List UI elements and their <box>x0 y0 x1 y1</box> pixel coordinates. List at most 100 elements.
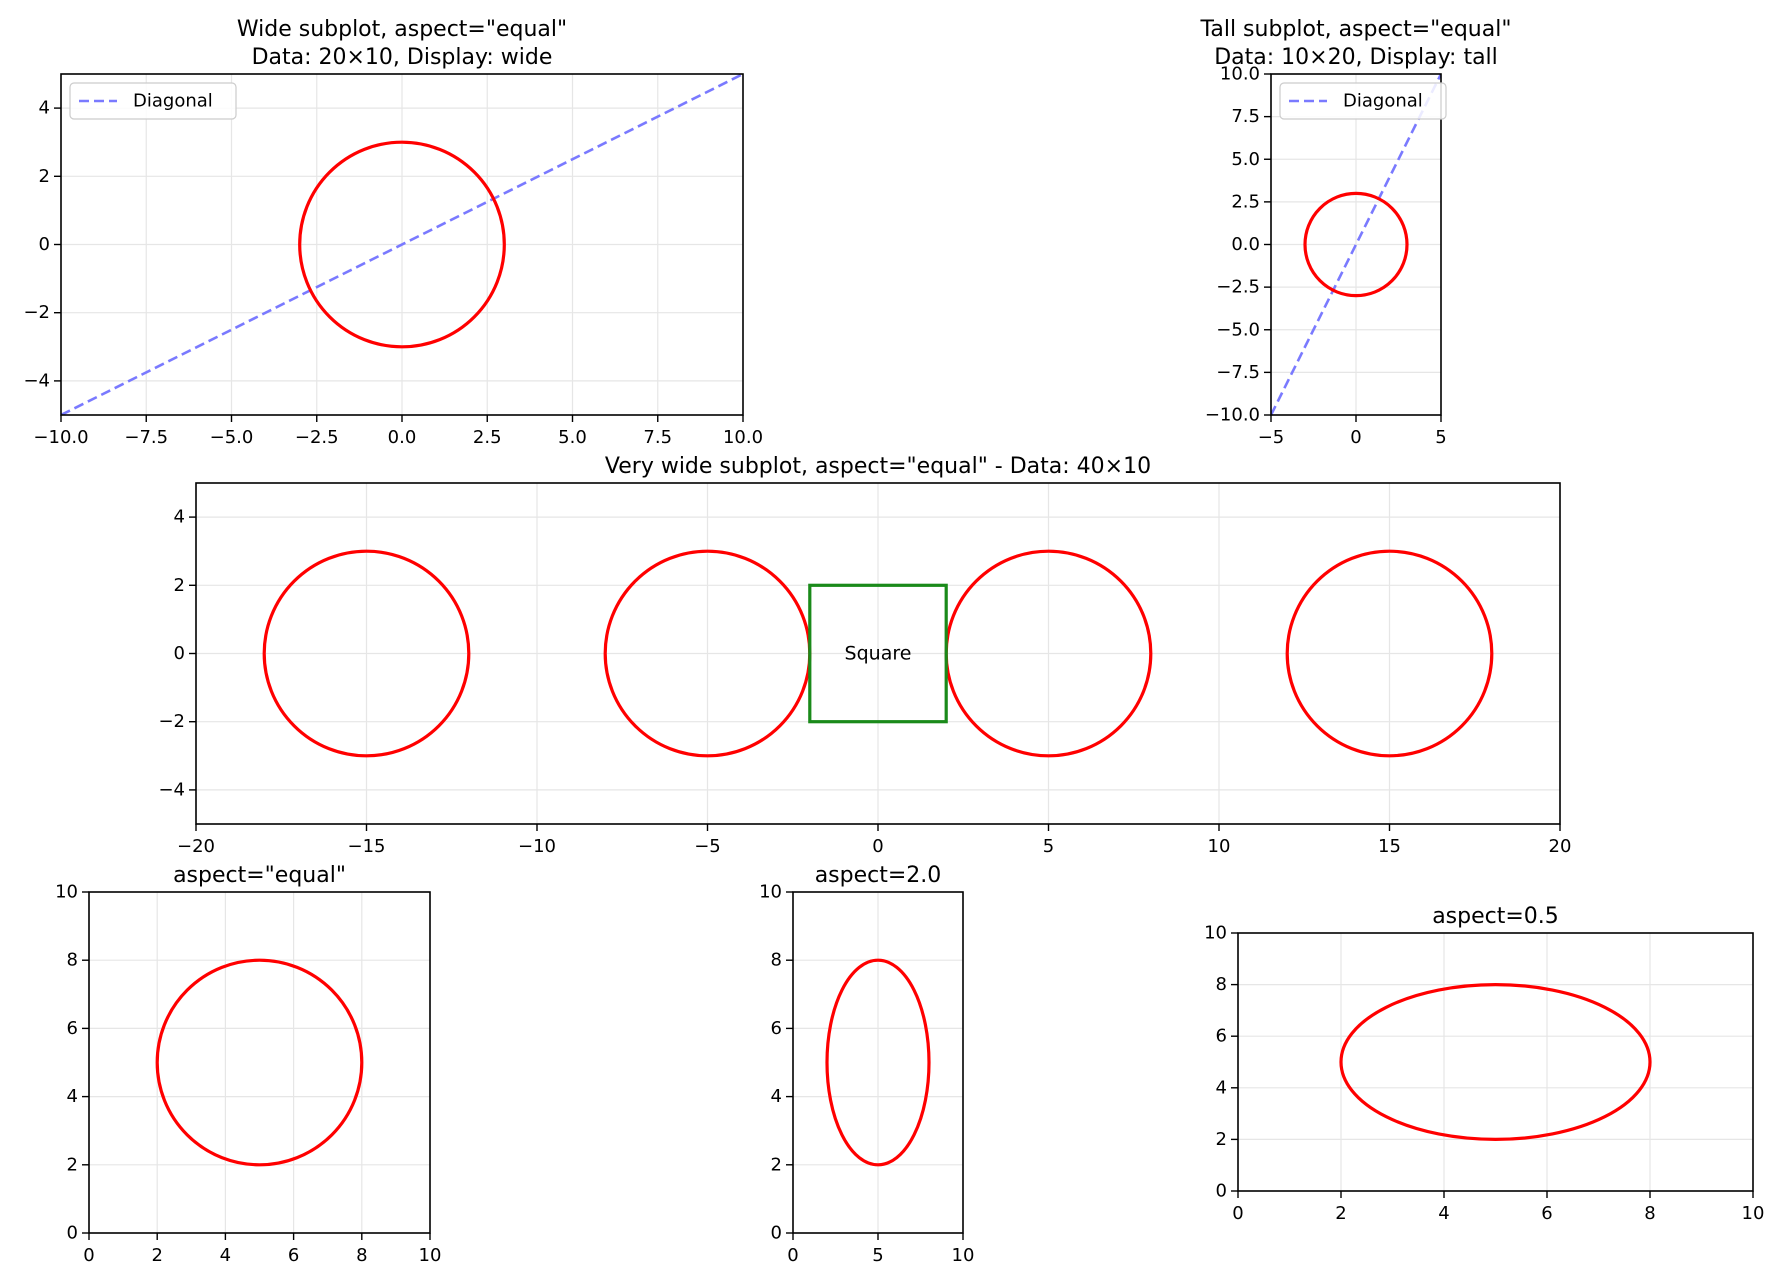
x-tick-label: 4 <box>220 1245 231 1266</box>
y-tick-label: −7.5 <box>1216 362 1260 383</box>
x-tick-label: 5 <box>1043 836 1054 857</box>
x-tick-label: −10.0 <box>33 427 88 448</box>
circle-series <box>1339 982 1652 1141</box>
axes-frame <box>1237 932 1754 1192</box>
x-tick-label: 8 <box>1644 1203 1655 1224</box>
y-tick-label: 8 <box>67 950 78 971</box>
x-tick-label: 4 <box>1438 1203 1449 1224</box>
y-tick-label: 0 <box>39 234 50 255</box>
y-tick-label: 10.0 <box>1220 64 1260 85</box>
subplot-aspect-2: 0 5 10 0 2 4 6 8 10 aspect=2.0 <box>759 863 974 1266</box>
circle-series <box>155 958 364 1167</box>
y-tick-label: 10 <box>1204 923 1227 944</box>
y-tick-label: 4 <box>39 98 50 119</box>
diagonal-line <box>61 74 743 415</box>
y-tick-label: −2 <box>158 711 185 732</box>
legend: Diagonal <box>1279 82 1447 120</box>
x-tick-label: 7.5 <box>643 427 672 448</box>
circle-series <box>298 140 506 349</box>
legend-box <box>1279 82 1447 120</box>
subplot-aspect-equal: 0 2 4 6 8 10 0 2 4 6 8 10 aspect="equal" <box>55 863 441 1266</box>
x-tick-label: 2.5 <box>473 427 502 448</box>
square-label: Square <box>845 643 912 665</box>
plot-area <box>825 958 931 1167</box>
y-tick-label: −4 <box>23 370 50 391</box>
y-tick-label: 8 <box>771 950 782 971</box>
x-tick-label: 10 <box>419 1245 442 1266</box>
subplot-title: aspect="equal" <box>173 863 346 888</box>
x-tick-label: 20 <box>1549 836 1572 857</box>
subplot-title: Data: 20×10, Display: wide <box>252 45 553 70</box>
y-tick-label: −2 <box>23 302 50 323</box>
x-tick-label: 10 <box>1742 1203 1765 1224</box>
y-tick-label: −2.5 <box>1216 277 1260 298</box>
x-tick-label: 5.0 <box>558 427 587 448</box>
x-tick-label: −5.0 <box>210 427 254 448</box>
legend: Diagonal <box>69 82 237 120</box>
y-tick-label: 0 <box>771 1223 782 1244</box>
y-tick-label: 0 <box>1216 1181 1227 1202</box>
y-tick-label: 2 <box>174 575 185 596</box>
x-tick-label: 0 <box>872 836 883 857</box>
y-tick-label: −10.0 <box>1205 405 1260 426</box>
x-tick-label: 15 <box>1378 836 1401 857</box>
y-tick-label: 6 <box>67 1018 78 1039</box>
circle-series <box>1285 549 1494 758</box>
y-tick-label: 2 <box>1216 1129 1227 1150</box>
x-tick-label: −20 <box>177 836 215 857</box>
subplot-title: Wide subplot, aspect="equal" <box>237 17 567 42</box>
x-tick-label: −5 <box>1258 427 1285 448</box>
y-tick-label: 4 <box>771 1086 782 1107</box>
circle-series <box>262 549 471 758</box>
y-tick-label: 2 <box>67 1154 78 1175</box>
plot-area <box>262 549 1494 758</box>
y-tick-label: 2 <box>771 1154 782 1175</box>
y-tick-label: 7.5 <box>1231 106 1260 127</box>
plot-area <box>1271 74 1441 415</box>
y-tick-label: 5.0 <box>1231 149 1260 170</box>
subplot-title: Very wide subplot, aspect="equal" - Data… <box>605 454 1151 479</box>
y-tick-label: 10 <box>759 882 782 903</box>
legend-entry: Diagonal <box>1343 91 1423 112</box>
subplot-title: aspect=0.5 <box>1432 904 1559 929</box>
y-tick-label: 4 <box>1216 1077 1227 1098</box>
y-tick-label: 2 <box>39 166 50 187</box>
y-tick-label: −5.0 <box>1216 319 1260 340</box>
x-tick-label: 8 <box>356 1245 367 1266</box>
plot-area <box>1339 982 1652 1141</box>
legend-box <box>69 82 237 120</box>
subplot-aspect-05: 0 2 4 6 8 10 0 2 4 6 8 10 aspect=0.5 <box>1204 904 1764 1224</box>
y-tick-label: 8 <box>1216 974 1227 995</box>
y-tick-label: 4 <box>67 1086 78 1107</box>
y-tick-label: −4 <box>158 779 185 800</box>
axes-frame <box>88 891 431 1234</box>
y-tick-label: 0 <box>174 643 185 664</box>
x-tick-label: 0 <box>1350 427 1361 448</box>
subplot-title: Data: 10×20, Display: tall <box>1214 45 1498 70</box>
subplot-title: aspect=2.0 <box>815 863 942 888</box>
x-tick-label: 2 <box>151 1245 162 1266</box>
x-tick-label: −2.5 <box>295 427 339 448</box>
x-tick-label: −7.5 <box>124 427 168 448</box>
diagonal-line <box>1271 74 1441 415</box>
x-tick-label: 6 <box>1541 1203 1552 1224</box>
x-tick-label: 0.0 <box>388 427 417 448</box>
x-tick-label: 2 <box>1335 1203 1346 1224</box>
y-tick-label: 6 <box>771 1018 782 1039</box>
x-tick-label: 6 <box>288 1245 299 1266</box>
circle-series <box>825 958 931 1167</box>
y-tick-label: 0 <box>67 1223 78 1244</box>
y-tick-label: 10 <box>55 882 78 903</box>
x-tick-label: 5 <box>1435 427 1446 448</box>
x-tick-label: 10 <box>1208 836 1231 857</box>
x-tick-label: −10 <box>518 836 556 857</box>
plot-area <box>155 958 364 1167</box>
x-tick-label: 5 <box>872 1245 883 1266</box>
legend-entry: Diagonal <box>133 91 213 112</box>
circle-series <box>1303 191 1409 298</box>
subplot-tall: −5 0 5 −10.0 −7.5 −5.0 −2.5 0.0 2.5 5.0 7.5 10.0 Tal… <box>1200 17 1512 448</box>
x-tick-label: −15 <box>348 836 386 857</box>
y-tick-label: 6 <box>1216 1026 1227 1047</box>
